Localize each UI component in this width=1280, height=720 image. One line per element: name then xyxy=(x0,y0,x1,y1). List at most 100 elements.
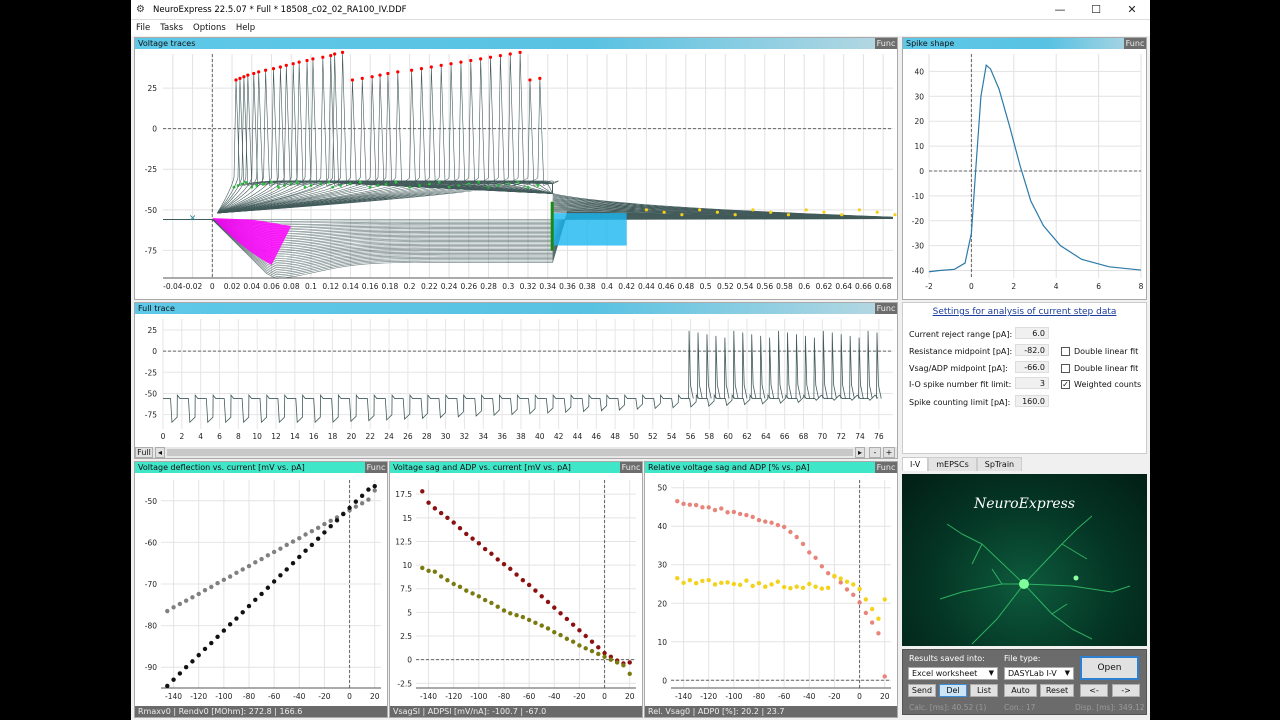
data-point xyxy=(190,659,195,664)
x-tick-label: 0.64 xyxy=(835,282,852,291)
io-fit-limit-input[interactable]: 3 xyxy=(1015,377,1049,389)
x-tick-label: 0.22 xyxy=(421,282,438,291)
x-tick-label: -40 xyxy=(803,692,815,701)
menu-bar: File Tasks Options Help xyxy=(131,20,1150,36)
menu-tasks[interactable]: Tasks xyxy=(160,23,184,33)
y-tick-label: -90 xyxy=(145,663,157,672)
data-point xyxy=(731,509,737,515)
data-point xyxy=(744,578,749,583)
spike-burst xyxy=(831,332,837,399)
data-point xyxy=(334,518,340,523)
func-button[interactable]: Func xyxy=(365,462,387,473)
full-trace-plot[interactable]: 0 2 4 6 8 10 12 14 16 18 20 22 24 26 28 30 32 34 36 38 40 42 4… xyxy=(135,315,897,449)
settings-title[interactable]: Settings for analysis of current step da… xyxy=(932,307,1117,317)
previous-button[interactable]: <- xyxy=(1080,684,1108,697)
data-point xyxy=(526,617,532,623)
func-button[interactable]: Func xyxy=(620,462,642,473)
minimize-button[interactable]: — xyxy=(1054,3,1066,16)
resistance-midpoint-input[interactable]: -82.0 xyxy=(1015,344,1049,356)
data-point xyxy=(372,488,377,493)
list-button[interactable]: List xyxy=(970,684,998,697)
x-tick-label: 0.36 xyxy=(559,282,576,291)
data-point xyxy=(681,580,686,586)
spike-burst xyxy=(867,330,873,399)
relative-sag-plot[interactable]: -140 -120 -100 -80 -60 -40 -20 0 20 50 40 30 20 10 0 xyxy=(645,474,897,706)
scroll-thumb[interactable] xyxy=(167,449,853,456)
voltage-traces-plot[interactable]: -0.04 -0.02 0 0.02 0.04 0.06 0.08 0.1 0.12 0.14 0.… xyxy=(135,50,897,300)
data-point xyxy=(775,522,781,528)
data-point xyxy=(552,630,557,635)
tab-sptrain[interactable]: SpTrain xyxy=(976,457,1023,471)
func-button[interactable]: Func xyxy=(875,462,897,473)
maximize-button[interactable]: ☐ xyxy=(1091,3,1101,16)
spike-peak-marker xyxy=(238,76,242,80)
x-tick-label: 44 xyxy=(573,432,583,441)
data-point xyxy=(171,605,176,610)
close-button[interactable]: ✕ xyxy=(1127,3,1137,16)
scroll-left-button[interactable]: ◂ xyxy=(155,447,165,458)
spike-threshold-marker xyxy=(394,180,398,184)
weighted-counts-label: Weighted counts xyxy=(1074,380,1142,389)
results-saved-select[interactable]: Excel worksheet ▼ xyxy=(908,667,998,680)
vsag-midpoint-input[interactable]: -66.0 xyxy=(1015,361,1049,373)
func-button[interactable]: Func xyxy=(875,38,897,49)
reset-button[interactable]: Reset xyxy=(1040,684,1074,697)
menu-help[interactable]: Help xyxy=(235,23,256,33)
func-button[interactable]: Func xyxy=(875,303,897,314)
spike-peak-marker xyxy=(340,50,345,54)
data-point xyxy=(215,634,220,640)
current-reject-input[interactable]: 6.0 xyxy=(1015,327,1049,339)
next-button[interactable]: -> xyxy=(1112,684,1140,697)
double-linear-fit-checkbox-2[interactable] xyxy=(1061,364,1070,373)
current-reject-label: Current reject range [pA]: xyxy=(909,330,1013,339)
menu-file[interactable]: File xyxy=(136,23,151,33)
x-tick-label: 0.04 xyxy=(243,282,260,291)
spike-counting-limit-input[interactable]: 160.0 xyxy=(1015,395,1049,407)
data-point xyxy=(857,600,862,605)
data-point xyxy=(234,616,239,621)
send-button[interactable]: Send xyxy=(908,684,936,697)
y-tick-label: 50 xyxy=(657,484,667,493)
full-trace-scrollbar[interactable]: Full ◂ ▸ - + xyxy=(135,447,897,458)
zoom-in-button[interactable]: + xyxy=(883,447,895,458)
x-tick-label: 38 xyxy=(516,432,526,441)
data-point xyxy=(165,608,170,614)
data-point xyxy=(882,674,887,679)
func-button[interactable]: Func xyxy=(1124,38,1146,49)
menu-options[interactable]: Options xyxy=(193,23,226,33)
x-tick-label: -2 xyxy=(925,282,933,291)
spike-burst xyxy=(786,332,793,399)
open-button[interactable]: Open xyxy=(1080,656,1139,680)
weighted-counts-checkbox[interactable]: ✓ xyxy=(1061,380,1070,389)
tab-iv[interactable]: I-V xyxy=(902,457,929,471)
hyperpolarizing-trace xyxy=(163,212,894,270)
zoom-out-button[interactable]: - xyxy=(869,447,881,458)
sag-marker-cluster xyxy=(212,217,292,266)
scroll-right-button[interactable]: ▸ xyxy=(855,447,865,458)
auto-button[interactable]: Auto xyxy=(1004,684,1037,697)
y-tick-label: 10 xyxy=(402,561,412,570)
voltage-sag-plot[interactable]: -140 -120 -100 -80 -60 -40 -20 0 20 17.5 15 12.5 10 7… xyxy=(390,474,642,706)
data-point xyxy=(240,567,245,572)
data-point xyxy=(420,489,425,494)
voltage-deflection-plot[interactable]: -140 -120 -100 -80 -60 -40 -20 0 20 -50 -60 -70 -80 -… xyxy=(135,474,387,706)
data-point xyxy=(520,578,526,583)
spike-peak-marker xyxy=(488,55,493,59)
x-tick-label: 72 xyxy=(836,432,846,441)
full-view-button[interactable]: Full xyxy=(135,447,153,458)
spike-peak-marker xyxy=(479,57,483,61)
data-point xyxy=(165,683,170,689)
data-point xyxy=(246,563,252,569)
spike-peak-marker xyxy=(439,63,443,67)
tab-mepscs[interactable]: mEPSCs xyxy=(928,457,977,471)
x-tick-label: 10 xyxy=(252,432,262,441)
data-point xyxy=(570,639,576,644)
double-linear-fit-checkbox-1[interactable] xyxy=(1061,347,1070,356)
x-tick-label: -60 xyxy=(523,692,535,701)
data-point xyxy=(700,505,705,510)
spike-peak-marker xyxy=(386,71,390,76)
file-type-select[interactable]: DASYLab I-V ▼ xyxy=(1004,667,1074,680)
del-button[interactable]: Del xyxy=(939,684,967,697)
data-point xyxy=(719,506,724,511)
